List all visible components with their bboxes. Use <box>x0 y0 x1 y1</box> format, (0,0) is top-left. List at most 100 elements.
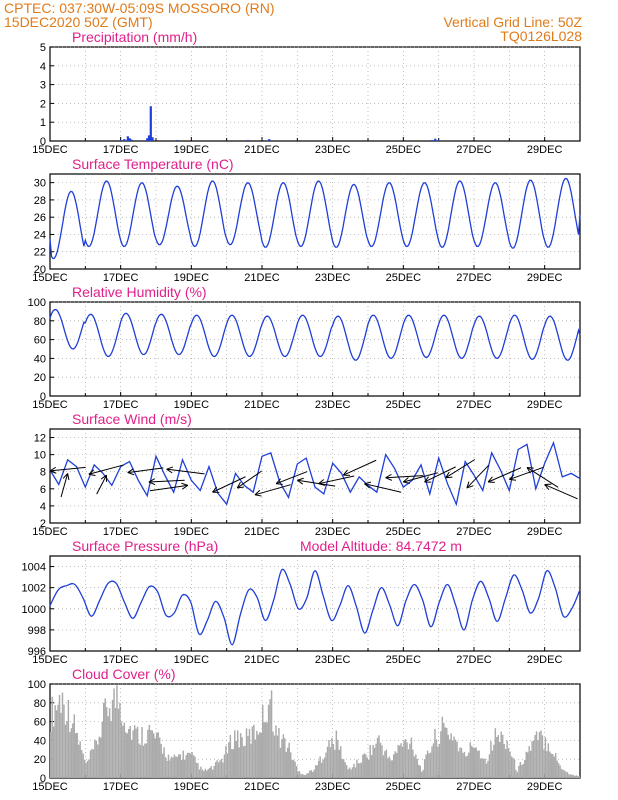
cloud-bar <box>64 724 67 778</box>
cloud-bar <box>409 743 411 778</box>
x-tick-label: 27DEC <box>456 399 492 411</box>
cloud-bar <box>263 722 265 778</box>
wind-arrow <box>297 479 336 487</box>
cloud-bar <box>326 746 329 778</box>
precip-bar <box>176 140 179 141</box>
wind-arrow <box>364 483 402 493</box>
wind-arrow <box>385 475 424 479</box>
cloud-bar <box>559 765 561 778</box>
panel-title: Surface Wind (m/s) <box>72 411 192 427</box>
cloud-bar <box>289 752 292 778</box>
cloud-bar <box>416 759 419 778</box>
cloud-bar <box>334 749 336 778</box>
wind-arrow <box>526 467 559 488</box>
cloud-bar <box>288 742 290 778</box>
y-tick-label: 28 <box>34 195 46 207</box>
panel-0: 0 1 2 3 4 5 15DEC 17DEC 19DEC 21DEC 23DEC 25DEC 27DE… <box>32 29 581 156</box>
cloud-bar <box>229 734 232 778</box>
cloud-bar <box>211 769 214 778</box>
cloud-bar <box>77 744 80 778</box>
cloud-bar <box>219 760 221 778</box>
cloud-bar <box>365 754 367 778</box>
wind-arrow-head <box>297 477 304 485</box>
y-tick-label: 26 <box>34 212 46 224</box>
x-tick-label: 25DEC <box>386 526 422 538</box>
cloud-bar <box>250 743 252 778</box>
cloud-bar <box>186 752 189 778</box>
x-tick-label: 29DEC <box>527 781 563 793</box>
y-tick-label: 0 <box>40 136 46 148</box>
cloud-bar <box>441 716 444 778</box>
cloud-bar <box>69 732 71 778</box>
cloud-bar <box>501 734 504 778</box>
cloud-bar <box>556 760 558 778</box>
cloud-bar <box>279 747 282 778</box>
cloud-bar <box>390 760 392 778</box>
wind-arrow <box>166 468 205 475</box>
wind-arrow-head <box>342 469 350 476</box>
wind-arrow-head <box>364 481 372 489</box>
cloud-bar <box>325 752 327 778</box>
cloud-bar <box>565 771 567 778</box>
cloud-bar <box>226 753 229 778</box>
cloud-bar <box>183 759 186 778</box>
x-tick-label: 23DEC <box>315 144 351 156</box>
y-tick-label: 4 <box>40 501 46 513</box>
cloud-bar <box>189 753 192 778</box>
cloud-bar <box>58 695 61 778</box>
y-tick-label: 1002 <box>22 583 46 595</box>
cloud-bar <box>532 740 535 778</box>
cloud-bar <box>173 754 176 778</box>
cloud-bar <box>528 746 530 778</box>
cloud-bar <box>316 765 318 778</box>
cloud-bar <box>550 753 553 778</box>
precip-bar <box>151 137 154 141</box>
wind-arrow <box>212 476 246 493</box>
x-tick-label: 29DEC <box>527 144 563 156</box>
cloud-bar <box>126 733 129 778</box>
wind-arrow-head <box>275 478 283 485</box>
cloud-bar <box>101 721 103 778</box>
x-tick-label: 23DEC <box>315 399 351 411</box>
x-tick-label: 27DEC <box>456 781 492 793</box>
cloud-bar <box>394 751 396 778</box>
cloud-bar <box>476 750 479 778</box>
cloud-bar <box>366 757 368 778</box>
cloud-bar <box>75 733 77 778</box>
y-tick-label: 100 <box>28 679 46 691</box>
panel-frame <box>49 46 581 142</box>
cloud-bar <box>481 758 483 778</box>
wind-arrow-head <box>166 466 174 474</box>
cloud-bar <box>488 754 491 778</box>
x-tick-label: 17DEC <box>103 781 139 793</box>
cloud-bar <box>335 730 338 778</box>
cloud-bar <box>403 740 405 778</box>
panel-3: 2 4 6 8 10 12 15DEC 17DEC 19DEC 21DEC 23DEC 25DEC 27… <box>32 411 581 538</box>
wind-arrow-head <box>385 473 393 481</box>
cloud-bar <box>52 726 55 778</box>
cloud-bar <box>453 736 455 778</box>
cloud-bar <box>63 704 65 778</box>
precip-bar <box>437 140 440 141</box>
cloud-bar <box>478 750 480 778</box>
cloud-bar <box>357 763 360 778</box>
cloud-bar <box>541 735 544 778</box>
cloud-bar <box>144 743 146 778</box>
header-location: CPTEC: 037:30W-05:09S MOSSORO (RN) <box>4 0 274 16</box>
x-tick-label: 27DEC <box>456 654 492 666</box>
cloud-bar <box>509 751 511 778</box>
cloud-bar <box>522 763 525 778</box>
cloud-bar <box>400 743 402 778</box>
wind-arrow <box>424 466 456 483</box>
wind-arrow <box>544 484 578 500</box>
cloud-bar <box>491 750 494 778</box>
cloud-bar <box>270 690 273 778</box>
cloud-bar <box>232 749 235 778</box>
wind-arrow-head <box>445 471 453 479</box>
cloud-bar <box>350 769 352 778</box>
cloud-bar <box>113 688 115 778</box>
cloud-bar <box>513 759 516 778</box>
x-tick-label: 29DEC <box>527 526 563 538</box>
cloud-bar <box>345 765 348 778</box>
cloud-bar <box>182 750 184 778</box>
